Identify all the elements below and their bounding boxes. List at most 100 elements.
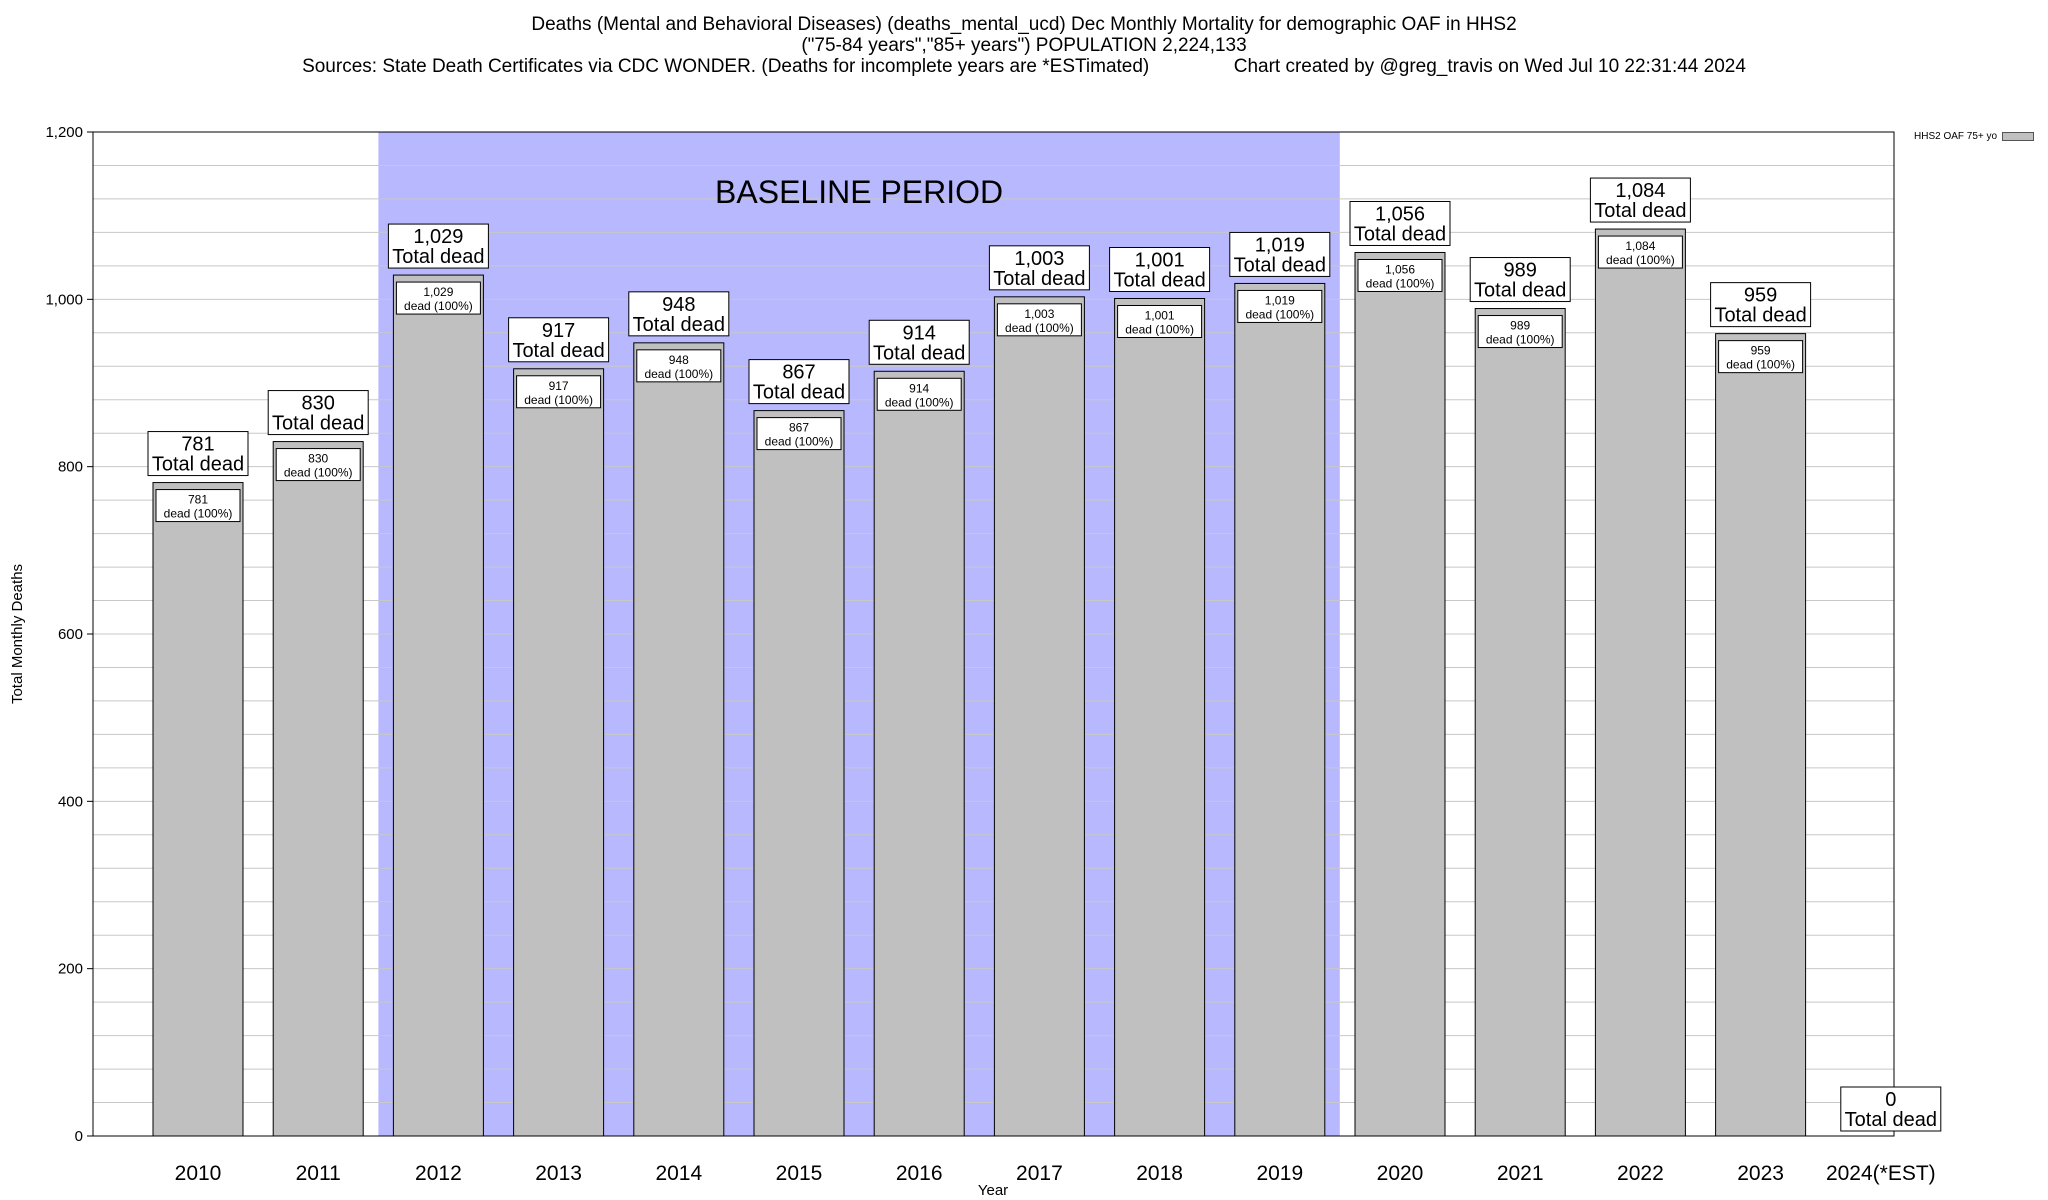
top-value-label: 1,029 (413, 226, 463, 248)
inner-label-box (155, 489, 241, 523)
top-label-box (1710, 282, 1812, 328)
inner-value-label: 917 (549, 379, 569, 393)
inner-label-box (636, 349, 722, 383)
top-label-box (1469, 257, 1571, 303)
y-tick-label: 600 (58, 626, 83, 643)
top-label-box (628, 291, 730, 337)
inner-label-box (275, 448, 361, 482)
bar (873, 370, 965, 1137)
inner-value-label: 948 (669, 353, 689, 367)
inner-suffix-label: dead (100%) (1245, 307, 1314, 321)
y-tick-label: 200 (58, 961, 83, 978)
x-tick-label: 2014 (655, 1162, 702, 1185)
inner-suffix-label: dead (100%) (1486, 333, 1555, 347)
bar (1715, 333, 1807, 1137)
x-tick-label: 2023 (1737, 1162, 1784, 1185)
top-value-label: 0 (1885, 1089, 1896, 1111)
title-line-1: Deaths (Mental and Behavioral Diseases) … (531, 14, 1517, 35)
y-axis-label: Total Monthly Deaths (9, 564, 26, 704)
top-value-label: 1,056 (1375, 203, 1425, 225)
inner-suffix-label: dead (100%) (164, 507, 233, 521)
x-tick-label: 2022 (1617, 1162, 1664, 1185)
x-tick-label: 2010 (175, 1162, 222, 1185)
inner-suffix-label: dead (100%) (284, 466, 353, 480)
top-label-box (1109, 246, 1211, 292)
top-suffix-label: Total dead (633, 314, 725, 336)
legend: HHS2 OAF 75+ yo (1914, 131, 2035, 142)
top-suffix-label: Total dead (1714, 305, 1806, 327)
bar (993, 296, 1085, 1137)
inner-value-label: 1,001 (1145, 308, 1175, 322)
inner-label-box (1357, 258, 1443, 292)
bar (152, 482, 244, 1137)
bar (272, 441, 364, 1137)
title-line-3: Sources: State Death Certificates via CD… (302, 56, 1746, 77)
top-suffix-label: Total dead (873, 342, 965, 364)
bar (513, 368, 605, 1137)
top-suffix-label: Total dead (152, 454, 244, 476)
inner-value-label: 1,084 (1625, 239, 1655, 253)
inner-suffix-label: dead (100%) (1125, 322, 1194, 336)
top-suffix-label: Total dead (1113, 269, 1205, 291)
inner-value-label: 959 (1751, 344, 1771, 358)
top-suffix-label: Total dead (512, 340, 604, 362)
top-label-box (1589, 177, 1691, 223)
top-suffix-label: Total dead (1845, 1109, 1937, 1131)
x-tick-label: 2013 (535, 1162, 582, 1185)
inner-suffix-label: dead (100%) (644, 367, 713, 381)
inner-value-label: 867 (789, 421, 809, 435)
x-tick-label: 2020 (1377, 1162, 1424, 1185)
inner-label-box (516, 375, 602, 409)
title-line-2: ("75-84 years","85+ years") POPULATION 2… (801, 35, 1247, 56)
top-value-label: 1,084 (1615, 180, 1665, 202)
bar (1594, 228, 1686, 1137)
top-suffix-label: Total dead (272, 413, 364, 435)
inner-label-box (876, 377, 962, 411)
x-tick-label: 2019 (1256, 1162, 1303, 1185)
inner-label-box (1477, 315, 1563, 349)
inner-label-box (395, 281, 481, 315)
top-label-box (748, 359, 850, 405)
y-tick-label: 0 (75, 1128, 83, 1145)
inner-value-label: 1,056 (1385, 262, 1415, 276)
inner-label-box (1597, 235, 1683, 269)
top-label-box (1229, 231, 1331, 277)
bar (1354, 251, 1446, 1137)
x-tick-label: 2015 (776, 1162, 823, 1185)
top-value-label: 781 (181, 434, 214, 456)
top-suffix-label: Total dead (1354, 223, 1446, 245)
inner-value-label: 989 (1510, 319, 1530, 333)
top-suffix-label: Total dead (1474, 280, 1566, 302)
inner-value-label: 781 (188, 493, 208, 507)
top-label-box (267, 390, 369, 436)
bar (1114, 297, 1206, 1137)
x-tick-label: 2024(*EST) (1826, 1162, 1936, 1185)
top-label-box (1840, 1086, 1942, 1132)
y-tick-label: 800 (58, 459, 83, 476)
baseline-period-label: BASELINE PERIOD (715, 174, 1003, 210)
top-value-label: 959 (1744, 285, 1777, 307)
top-value-label: 867 (782, 362, 815, 384)
inner-suffix-label: dead (100%) (1606, 253, 1675, 267)
top-label-box (988, 245, 1090, 291)
inner-label-box (996, 303, 1082, 337)
inner-value-label: 830 (308, 452, 328, 466)
legend-swatch (2002, 132, 2035, 141)
top-value-label: 948 (662, 294, 695, 316)
x-tick-label: 2017 (1016, 1162, 1063, 1185)
x-tick-label: 2012 (415, 1162, 462, 1185)
inner-suffix-label: dead (100%) (885, 395, 954, 409)
y-tick-label: 400 (58, 793, 83, 810)
inner-label-box (1718, 340, 1804, 374)
inner-label-box (756, 417, 842, 451)
top-suffix-label: Total dead (753, 382, 845, 404)
top-value-label: 914 (903, 322, 936, 344)
legend-label: HHS2 OAF 75+ yo (1914, 131, 1998, 142)
top-value-label: 1,019 (1255, 234, 1305, 256)
top-suffix-label: Total dead (392, 246, 484, 268)
inner-suffix-label: dead (100%) (1726, 358, 1795, 372)
x-tick-label: 2011 (296, 1162, 341, 1185)
top-value-label: 989 (1504, 260, 1537, 282)
x-tick-label: 2018 (1136, 1162, 1183, 1185)
